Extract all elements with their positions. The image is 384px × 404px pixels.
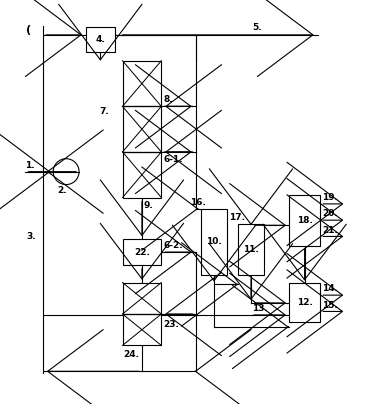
Text: 1.: 1. xyxy=(25,161,35,170)
Text: 18.: 18. xyxy=(297,216,313,225)
Text: 6-2.: 6-2. xyxy=(163,241,183,250)
Bar xyxy=(86,27,115,53)
Text: 13.: 13. xyxy=(252,304,268,313)
Bar xyxy=(122,61,161,198)
Text: 2.: 2. xyxy=(57,186,66,196)
Text: 4.: 4. xyxy=(96,35,105,44)
Text: 6-1.: 6-1. xyxy=(163,155,183,164)
Text: 11.: 11. xyxy=(243,245,259,254)
Text: 14.: 14. xyxy=(322,284,338,293)
Text: 15.: 15. xyxy=(322,301,338,309)
Bar xyxy=(289,284,320,322)
Text: 20.: 20. xyxy=(322,209,338,218)
Bar xyxy=(201,208,227,275)
Text: 17.: 17. xyxy=(229,213,245,223)
Text: 3.: 3. xyxy=(26,232,36,241)
Text: 12.: 12. xyxy=(297,299,313,307)
Text: 16.: 16. xyxy=(190,198,206,207)
Bar xyxy=(238,224,264,275)
Text: 7.: 7. xyxy=(100,107,109,116)
Text: 19.: 19. xyxy=(322,193,338,202)
Text: 10.: 10. xyxy=(206,238,222,246)
Text: 23.: 23. xyxy=(163,320,179,329)
Text: 21.: 21. xyxy=(322,225,338,235)
Text: 8.: 8. xyxy=(163,95,173,105)
Bar xyxy=(122,282,161,345)
Text: 22.: 22. xyxy=(134,248,150,257)
Bar xyxy=(122,239,161,265)
Text: 5.: 5. xyxy=(252,23,262,32)
Bar xyxy=(289,195,320,246)
Text: 9.: 9. xyxy=(144,201,154,210)
Text: 24.: 24. xyxy=(123,350,139,359)
Text: (: ( xyxy=(26,25,31,35)
